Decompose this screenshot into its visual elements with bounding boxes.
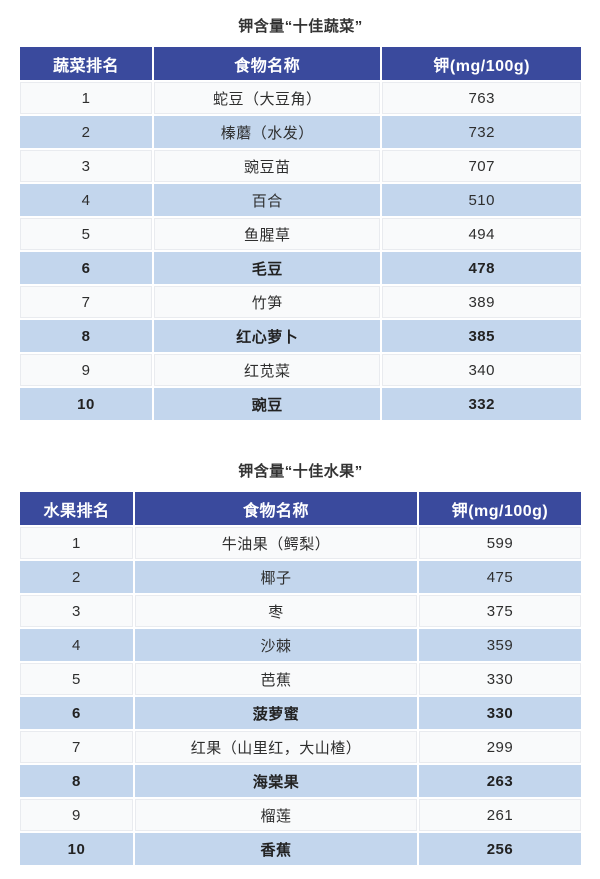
table-row: 8 海棠果 263 (20, 765, 581, 797)
rank-cell: 1 (20, 527, 133, 559)
food-name-cell: 百合 (154, 184, 381, 216)
vegetables-table: 蔬菜排名 食物名称 钾(mg/100g) 1 蛇豆（大豆角） 763 2 榛蘑（水发） 732… (18, 45, 583, 422)
table-row: 3 豌豆苗 707 (20, 150, 581, 182)
rank-cell: 3 (20, 150, 153, 182)
table-row: 2 椰子 475 (20, 561, 581, 593)
potassium-value-cell: 510 (382, 184, 581, 216)
potassium-value-cell: 256 (418, 833, 581, 865)
header-row: 水果排名 食物名称 钾(mg/100g) (20, 492, 581, 525)
rank-cell: 10 (20, 833, 133, 865)
food-name-cell: 海棠果 (134, 765, 417, 797)
table-row: 8 红心萝卜 385 (20, 320, 581, 352)
food-name-cell: 牛油果（鳄梨） (134, 527, 417, 559)
table-row: 6 毛豆 478 (20, 252, 581, 284)
food-name-column-header: 食物名称 (134, 492, 417, 525)
rank-cell: 5 (20, 218, 153, 250)
food-name-cell: 枣 (134, 595, 417, 627)
rank-cell: 6 (20, 697, 133, 729)
rank-cell: 6 (20, 252, 153, 284)
food-name-cell: 毛豆 (154, 252, 381, 284)
potassium-value-cell: 385 (382, 320, 581, 352)
rank-cell: 9 (20, 354, 153, 386)
rank-cell: 5 (20, 663, 133, 695)
food-name-cell: 鱼腥草 (154, 218, 381, 250)
table-row: 1 牛油果（鳄梨） 599 (20, 527, 581, 559)
potassium-value-cell: 332 (382, 388, 581, 420)
potassium-value-cell: 707 (382, 150, 581, 182)
potassium-column-header: 钾(mg/100g) (418, 492, 581, 525)
food-name-cell: 红心萝卜 (154, 320, 381, 352)
fruits-table-title: 钾含量“十佳水果” (238, 463, 363, 480)
potassium-value-cell: 732 (382, 116, 581, 148)
rank-cell: 4 (20, 629, 133, 661)
fruits-table-section: 钾含量“十佳水果” 水果排名 食物名称 钾(mg/100g) 1 牛油果（鳄梨） 599… (18, 422, 583, 867)
potassium-column-header: 钾(mg/100g) (382, 47, 581, 80)
potassium-value-cell: 375 (418, 595, 581, 627)
table-row: 7 竹笋 389 (20, 286, 581, 318)
table-row: 2 榛蘑（水发） 732 (20, 116, 581, 148)
food-name-cell: 沙棘 (134, 629, 417, 661)
rank-cell: 2 (20, 561, 133, 593)
potassium-value-cell: 359 (418, 629, 581, 661)
food-name-cell: 榛蘑（水发） (154, 116, 381, 148)
potassium-value-cell: 475 (418, 561, 581, 593)
potassium-value-cell: 494 (382, 218, 581, 250)
table-row: 1 蛇豆（大豆角） 763 (20, 82, 581, 114)
table-row: 7 红果（山里红，大山楂） 299 (20, 731, 581, 763)
vegetables-table-section: 钾含量“十佳蔬菜” 蔬菜排名 食物名称 钾(mg/100g) 1 蛇豆（大豆角） 763… (18, 0, 583, 422)
food-name-cell: 香蕉 (134, 833, 417, 865)
potassium-value-cell: 263 (418, 765, 581, 797)
header-row: 蔬菜排名 食物名称 钾(mg/100g) (20, 47, 581, 80)
food-name-cell: 蛇豆（大豆角） (154, 82, 381, 114)
potassium-value-cell: 478 (382, 252, 581, 284)
table-row: 10 豌豆 332 (20, 388, 581, 420)
rank-cell: 10 (20, 388, 153, 420)
tables-container: 钾含量“十佳蔬菜” 蔬菜排名 食物名称 钾(mg/100g) 1 蛇豆（大豆角） 763… (18, 0, 583, 867)
food-name-cell: 菠萝蜜 (134, 697, 417, 729)
rank-cell: 2 (20, 116, 153, 148)
food-name-cell: 榴莲 (134, 799, 417, 831)
food-name-cell: 红果（山里红，大山楂） (134, 731, 417, 763)
table-row: 10 香蕉 256 (20, 833, 581, 865)
potassium-value-cell: 599 (418, 527, 581, 559)
rank-column-header: 水果排名 (20, 492, 133, 525)
food-name-cell: 竹笋 (154, 286, 381, 318)
table-row: 9 榴莲 261 (20, 799, 581, 831)
potassium-value-cell: 389 (382, 286, 581, 318)
food-name-cell: 豌豆苗 (154, 150, 381, 182)
fruits-table: 水果排名 食物名称 钾(mg/100g) 1 牛油果（鳄梨） 599 2 椰子 475 3 枣 37… (18, 490, 583, 867)
food-name-cell: 芭蕉 (134, 663, 417, 695)
table-row: 6 菠萝蜜 330 (20, 697, 581, 729)
potassium-value-cell: 261 (418, 799, 581, 831)
food-name-cell: 椰子 (134, 561, 417, 593)
table-row: 5 芭蕉 330 (20, 663, 581, 695)
rank-cell: 9 (20, 799, 133, 831)
potassium-value-cell: 299 (418, 731, 581, 763)
table-row: 9 红苋菜 340 (20, 354, 581, 386)
food-name-cell: 豌豆 (154, 388, 381, 420)
potassium-value-cell: 330 (418, 663, 581, 695)
potassium-value-cell: 763 (382, 82, 581, 114)
vegetables-table-title: 钾含量“十佳蔬菜” (238, 18, 363, 35)
table-row: 5 鱼腥草 494 (20, 218, 581, 250)
potassium-value-cell: 340 (382, 354, 581, 386)
potassium-value-cell: 330 (418, 697, 581, 729)
rank-cell: 8 (20, 320, 153, 352)
rank-cell: 3 (20, 595, 133, 627)
rank-cell: 4 (20, 184, 153, 216)
table-row: 4 沙棘 359 (20, 629, 581, 661)
food-name-column-header: 食物名称 (154, 47, 381, 80)
table-row: 3 枣 375 (20, 595, 581, 627)
food-name-cell: 红苋菜 (154, 354, 381, 386)
table-row: 4 百合 510 (20, 184, 581, 216)
rank-column-header: 蔬菜排名 (20, 47, 153, 80)
rank-cell: 7 (20, 286, 153, 318)
rank-cell: 1 (20, 82, 153, 114)
rank-cell: 7 (20, 731, 133, 763)
rank-cell: 8 (20, 765, 133, 797)
